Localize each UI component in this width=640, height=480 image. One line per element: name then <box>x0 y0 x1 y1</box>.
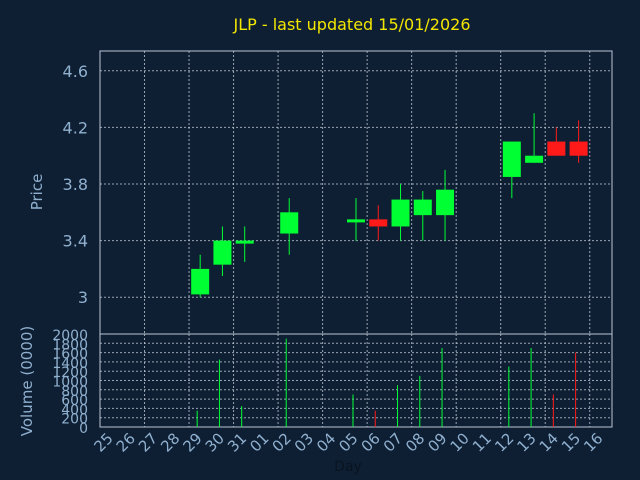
candle-body <box>369 219 388 227</box>
chart-title: JLP - last updated 15/01/2026 <box>232 15 470 34</box>
volume-tick-label: 1800 <box>52 337 88 353</box>
candle-body <box>413 199 432 216</box>
volume-axis-label: Volume (0000) <box>18 326 36 436</box>
x-axis-label: Day <box>334 459 362 475</box>
volume-tick-label: 200 <box>61 412 88 428</box>
candle-body <box>502 141 521 177</box>
volume-tick-label: 1000 <box>52 375 88 391</box>
x-axis: 2526272829303101020304050607080910111213… <box>90 429 606 455</box>
volume-tick-label: 400 <box>61 402 88 418</box>
candle-body <box>391 199 410 227</box>
price-tick-label: 4.6 <box>63 62 88 81</box>
candle-body <box>525 155 544 163</box>
candle-body <box>547 141 566 156</box>
volume-tick-label: 1600 <box>52 347 88 363</box>
volume-tick-label: 800 <box>61 384 88 400</box>
price-axis-label: Price <box>28 174 46 211</box>
candle-body <box>280 212 299 234</box>
volume-tick-label: 600 <box>61 393 88 409</box>
price-tick-label: 3.4 <box>63 232 88 251</box>
price-tick-label: 3 <box>78 288 88 307</box>
price-tick-label: 3.8 <box>63 175 88 194</box>
candle-body <box>347 219 365 223</box>
candle-body <box>436 189 455 216</box>
candle-body <box>569 141 588 156</box>
candle-body <box>213 240 232 265</box>
volume-tick-label: 1400 <box>52 356 88 372</box>
volume-tick-label: 1200 <box>52 365 88 381</box>
candle-body <box>235 240 254 244</box>
volume-tick-label: 0 <box>79 421 88 437</box>
candle-body <box>191 268 210 295</box>
price-tick-label: 4.2 <box>63 118 88 137</box>
volume-frame <box>99 333 613 428</box>
volume-tick-label: 2000 <box>52 328 88 344</box>
